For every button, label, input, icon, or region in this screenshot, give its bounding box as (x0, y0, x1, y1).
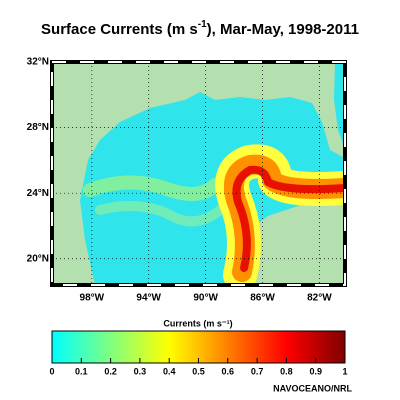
credit: NAVOCEANO/NRL (273, 383, 352, 393)
colorbar-tick-label: 0.3 (134, 366, 147, 376)
lon-tick-label: 82°W (307, 293, 332, 304)
lat-tick-label: 24°N (27, 188, 49, 199)
map-frame-checker (51, 61, 346, 286)
colorbar-tick-label: 0 (49, 366, 54, 376)
title-text: Surface Currents (m s (41, 21, 198, 38)
colorbar-tick-label: 0.9 (309, 366, 322, 376)
colorbar-tick-label: 0.6 (222, 366, 235, 376)
lon-tick-label: 86°W (250, 293, 275, 304)
lat-tick-label: 20°N (27, 253, 49, 264)
title-sup: -1 (198, 19, 207, 30)
atlantic (334, 62, 345, 150)
colorbar-tick-label: 1 (342, 366, 347, 376)
currents (83, 144, 345, 285)
title: Surface Currents (m s-1), Mar-May, 1998-… (41, 19, 359, 38)
lon-tick-label: 98°W (80, 293, 105, 304)
lon-tick-label: 90°W (193, 293, 218, 304)
colorbar-ticks: 0 0.1 0.2 0.3 0.4 0.5 0.6 0.7 0.8 0.9 1 (49, 358, 348, 376)
colorbar-tick-label: 0.8 (280, 366, 293, 376)
colorbar-tick-label: 0.2 (104, 366, 117, 376)
title-rest: ), Mar-May, 1998-2011 (207, 21, 359, 38)
colorbar-tick-label: 0.5 (192, 366, 205, 376)
lat-tick-label: 28°N (27, 122, 49, 133)
colorbar-tick-label: 0.4 (163, 366, 176, 376)
map (52, 62, 345, 285)
colorbar-tick-label: 0.1 (75, 366, 88, 376)
lon-tick-label: 94°W (136, 293, 161, 304)
colorbar-label: Currents (m s⁻¹) (163, 318, 232, 328)
lat-tick-label: 32°N (27, 57, 49, 68)
colorbar-tick-label: 0.7 (251, 366, 264, 376)
